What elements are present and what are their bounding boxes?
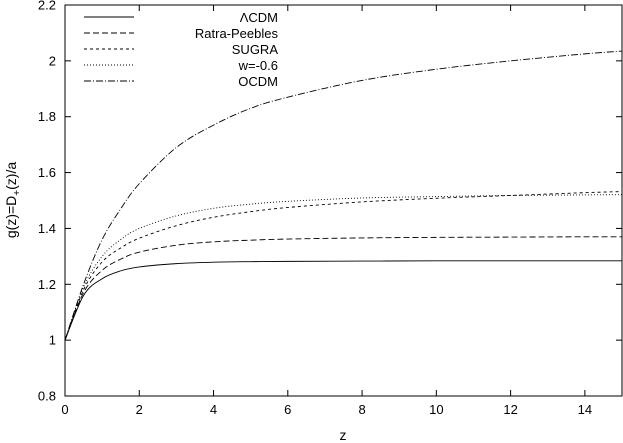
- x-tick-label: 4: [210, 402, 217, 417]
- x-tick-label: 8: [358, 402, 365, 417]
- y-axis-title-main: g(z)=D: [3, 196, 19, 238]
- x-tick-label: 2: [136, 402, 143, 417]
- x-axis-title: z: [340, 427, 347, 443]
- legend-label: Ratra-Peebles: [195, 26, 279, 41]
- legend-label: w=-0.6: [238, 58, 278, 73]
- y-tick-label: 1.2: [38, 277, 56, 292]
- x-tick-label: 6: [284, 402, 291, 417]
- y-tick-label: 1: [49, 333, 56, 348]
- legend-label: SUGRA: [232, 42, 279, 57]
- series-line-cdm: [64, 260, 622, 341]
- x-tick-label: 12: [503, 402, 517, 417]
- y-tick-label: 1.4: [38, 221, 56, 236]
- x-tick-label: 10: [429, 402, 443, 417]
- x-tick-label: 0: [61, 402, 68, 417]
- series-group: [64, 50, 623, 341]
- y-tick-label: 0.8: [38, 389, 56, 404]
- plot-frame: [64, 4, 623, 397]
- y-tick-label: 2.2: [38, 0, 56, 13]
- legend-label: OCDM: [238, 74, 278, 89]
- y-tick-label: 2: [49, 53, 56, 68]
- y-tick-label: 1.8: [38, 109, 56, 124]
- y-axis-title-subscript: +: [12, 190, 23, 196]
- series-line-ocdm: [64, 50, 623, 341]
- x-tick-label: 14: [578, 402, 592, 417]
- axis-ticks: 0 2 4 6 8 10 12 14 0.8 1 1.2 1.4 1.6 1.8 2 2.2: [38, 0, 622, 417]
- series-line-w-0-6: [64, 194, 623, 341]
- legend-label: ΛCDM: [240, 10, 278, 25]
- series-line-ratra-peebles: [64, 236, 623, 341]
- y-axis-title-tail: (z)/a: [3, 162, 19, 190]
- y-axis-title: g(z)=D+(z)/a: [3, 162, 23, 238]
- y-tick-label: 1.6: [38, 165, 56, 180]
